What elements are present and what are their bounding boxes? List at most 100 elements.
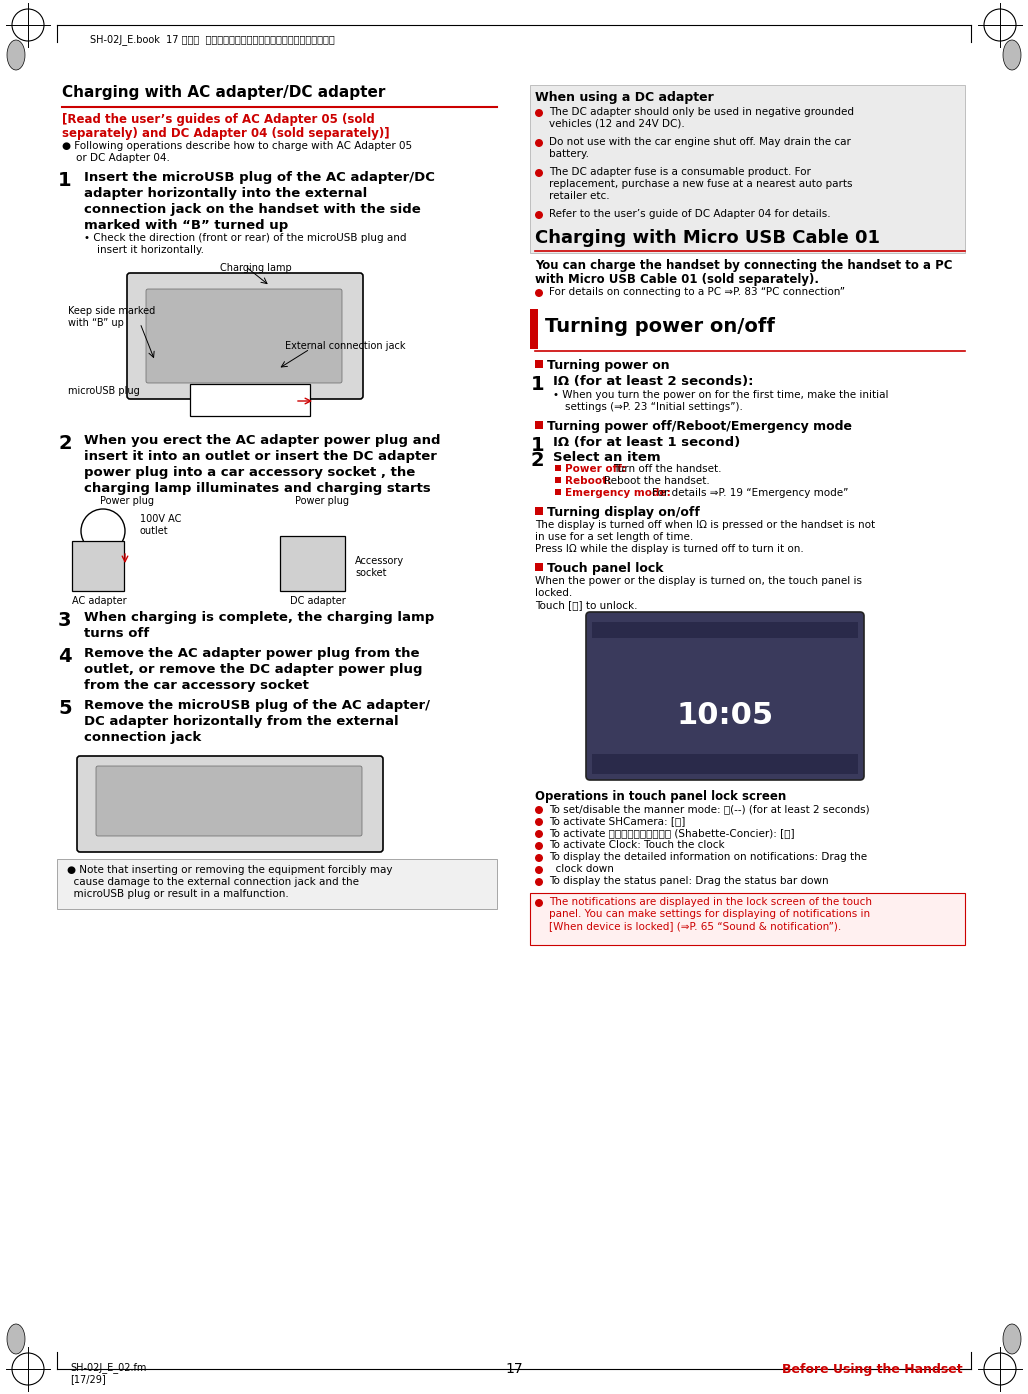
Text: AC adapter: AC adapter [72,597,126,606]
Text: Do not use with the car engine shut off. May drain the car: Do not use with the car engine shut off.… [549,137,851,146]
Text: ● Note that inserting or removing the equipment forcibly may: ● Note that inserting or removing the eq… [67,866,393,875]
Bar [535,360,543,368]
Text: Turn off the handset.: Turn off the handset. [613,464,722,474]
Text: 5: 5 [58,698,72,718]
Text: To activate Clock: Touch the clock: To activate Clock: Touch the clock [549,841,725,850]
Text: power plug into a car accessory socket , the: power plug into a car accessory socket ,… [84,466,415,480]
Text: • Check the direction (front or rear) of the microUSB plug and: • Check the direction (front or rear) of… [84,233,406,243]
Text: retailer etc.: retailer etc. [549,191,610,201]
Text: When you erect the AC adapter power plug and: When you erect the AC adapter power plug… [84,434,441,447]
Text: Power plug: Power plug [295,496,348,506]
Text: separately) and DC Adapter 04 (sold separately)]: separately) and DC Adapter 04 (sold sepa… [62,127,390,139]
Text: battery.: battery. [549,149,589,159]
Circle shape [535,818,543,827]
FancyBboxPatch shape [146,289,342,383]
Text: Turning display on/off: Turning display on/off [547,506,700,519]
Text: To display the detailed information on notifications: Drag the: To display the detailed information on n… [549,852,868,861]
Text: Keep side marked: Keep side marked [68,307,155,316]
Text: locked.: locked. [535,588,573,598]
Circle shape [535,842,543,850]
Text: To activate SHCamera: [⓪]: To activate SHCamera: [⓪] [549,815,686,827]
Text: with “B” up: with “B” up [68,318,124,328]
Text: microUSB plug: microUSB plug [68,386,140,396]
Text: Power off:: Power off: [565,464,626,474]
Bar [72,541,124,591]
Text: [17/29]: [17/29] [70,1374,106,1384]
Text: The DC adapter fuse is a consumable product. For: The DC adapter fuse is a consumable prod… [549,167,811,177]
Text: 3: 3 [58,611,72,630]
Text: When charging is complete, the charging lamp: When charging is complete, the charging … [84,611,434,625]
Text: Turning power off/Reboot/Emergency mode: Turning power off/Reboot/Emergency mode [547,420,852,434]
Text: panel. You can make settings for displaying of notifications in: panel. You can make settings for display… [549,909,870,919]
Text: 17: 17 [505,1362,523,1376]
Text: When using a DC adapter: When using a DC adapter [535,91,713,105]
Ellipse shape [7,1324,25,1354]
Bar [535,563,543,572]
Text: Touch [⓪] to unlock.: Touch [⓪] to unlock. [535,599,637,611]
Text: Press ΙΩ while the display is turned off to turn it on.: Press ΙΩ while the display is turned off… [535,544,804,553]
Text: turns off: turns off [84,627,149,640]
Text: Operations in touch panel lock screen: Operations in touch panel lock screen [535,790,786,803]
Text: replacement, purchase a new fuse at a nearest auto parts: replacement, purchase a new fuse at a ne… [549,178,852,190]
Text: marked with “B” turned up: marked with “B” turned up [84,219,288,231]
Text: Power plug: Power plug [100,496,154,506]
Text: ● Following operations describe how to charge with AC Adapter 05: ● Following operations describe how to c… [62,141,412,151]
Text: • When you turn the power on for the first time, make the initial: • When you turn the power on for the fir… [553,390,888,400]
Circle shape [535,139,543,146]
FancyBboxPatch shape [77,756,383,852]
Bar [530,894,965,945]
Bar [57,859,497,909]
Text: from the car accessory socket: from the car accessory socket [84,679,308,691]
Ellipse shape [1003,1324,1021,1354]
Text: adapter horizontally into the external: adapter horizontally into the external [84,187,367,199]
Text: charging lamp illuminates and charging starts: charging lamp illuminates and charging s… [84,482,431,495]
Text: settings (⇒P. 23 “Initial settings”).: settings (⇒P. 23 “Initial settings”). [565,401,743,413]
Circle shape [535,899,543,907]
Text: socket: socket [355,567,387,579]
Text: 10:05: 10:05 [676,701,773,730]
Text: connection jack: connection jack [84,730,201,744]
Text: 1: 1 [531,375,545,395]
Bar [535,421,543,429]
Text: microUSB plug or result in a malfunction.: microUSB plug or result in a malfunction… [67,889,289,899]
Text: You can charge the handset by connecting the handset to a PC: You can charge the handset by connecting… [535,259,953,272]
Bar [592,754,858,774]
Text: The notifications are displayed in the lock screen of the touch: The notifications are displayed in the l… [549,896,872,907]
Ellipse shape [7,40,25,70]
Text: SH-02J_E_02.fm: SH-02J_E_02.fm [70,1362,146,1373]
Text: Reboot:: Reboot: [565,475,612,487]
Text: insert it into an outlet or insert the DC adapter: insert it into an outlet or insert the D… [84,450,437,463]
Text: [When device is locked] (⇒P. 65 “Sound & notification”).: [When device is locked] (⇒P. 65 “Sound &… [549,921,841,931]
Circle shape [535,829,543,838]
FancyBboxPatch shape [96,765,362,836]
Text: outlet, or remove the DC adapter power plug: outlet, or remove the DC adapter power p… [84,664,423,676]
Text: External connection jack: External connection jack [285,342,405,351]
Text: 4: 4 [58,647,72,666]
Text: 1: 1 [531,436,545,454]
FancyBboxPatch shape [586,612,864,781]
FancyBboxPatch shape [127,273,363,399]
Text: 2: 2 [531,452,545,470]
Text: insert it horizontally.: insert it horizontally. [97,245,204,255]
Bar [592,622,858,638]
Text: with Micro USB Cable 01 (sold separately).: with Micro USB Cable 01 (sold separately… [535,273,819,286]
Bar [280,537,345,591]
Text: connection jack on the handset with the side: connection jack on the handset with the … [84,204,420,216]
Circle shape [535,289,543,297]
Text: Remove the microUSB plug of the AC adapter/: Remove the microUSB plug of the AC adapt… [84,698,430,712]
Text: The display is turned off when ΙΩ is pressed or the handset is not: The display is turned off when ΙΩ is pre… [535,520,875,530]
Text: ΙΩ (for at least 2 seconds):: ΙΩ (for at least 2 seconds): [553,375,754,388]
Text: Accessory: Accessory [355,556,404,566]
Text: in use for a set length of time.: in use for a set length of time. [535,533,693,542]
Circle shape [535,855,543,861]
Text: Charging with Micro USB Cable 01: Charging with Micro USB Cable 01 [535,229,880,247]
Circle shape [535,109,543,117]
Bar [530,85,965,252]
Text: DC adapter: DC adapter [290,597,345,606]
Circle shape [535,878,543,887]
Text: When the power or the display is turned on, the touch panel is: When the power or the display is turned … [535,576,862,585]
Bar [530,309,538,348]
Text: 2: 2 [58,434,72,453]
Text: Emergency mode:: Emergency mode: [565,488,670,498]
Text: outlet: outlet [140,526,169,537]
